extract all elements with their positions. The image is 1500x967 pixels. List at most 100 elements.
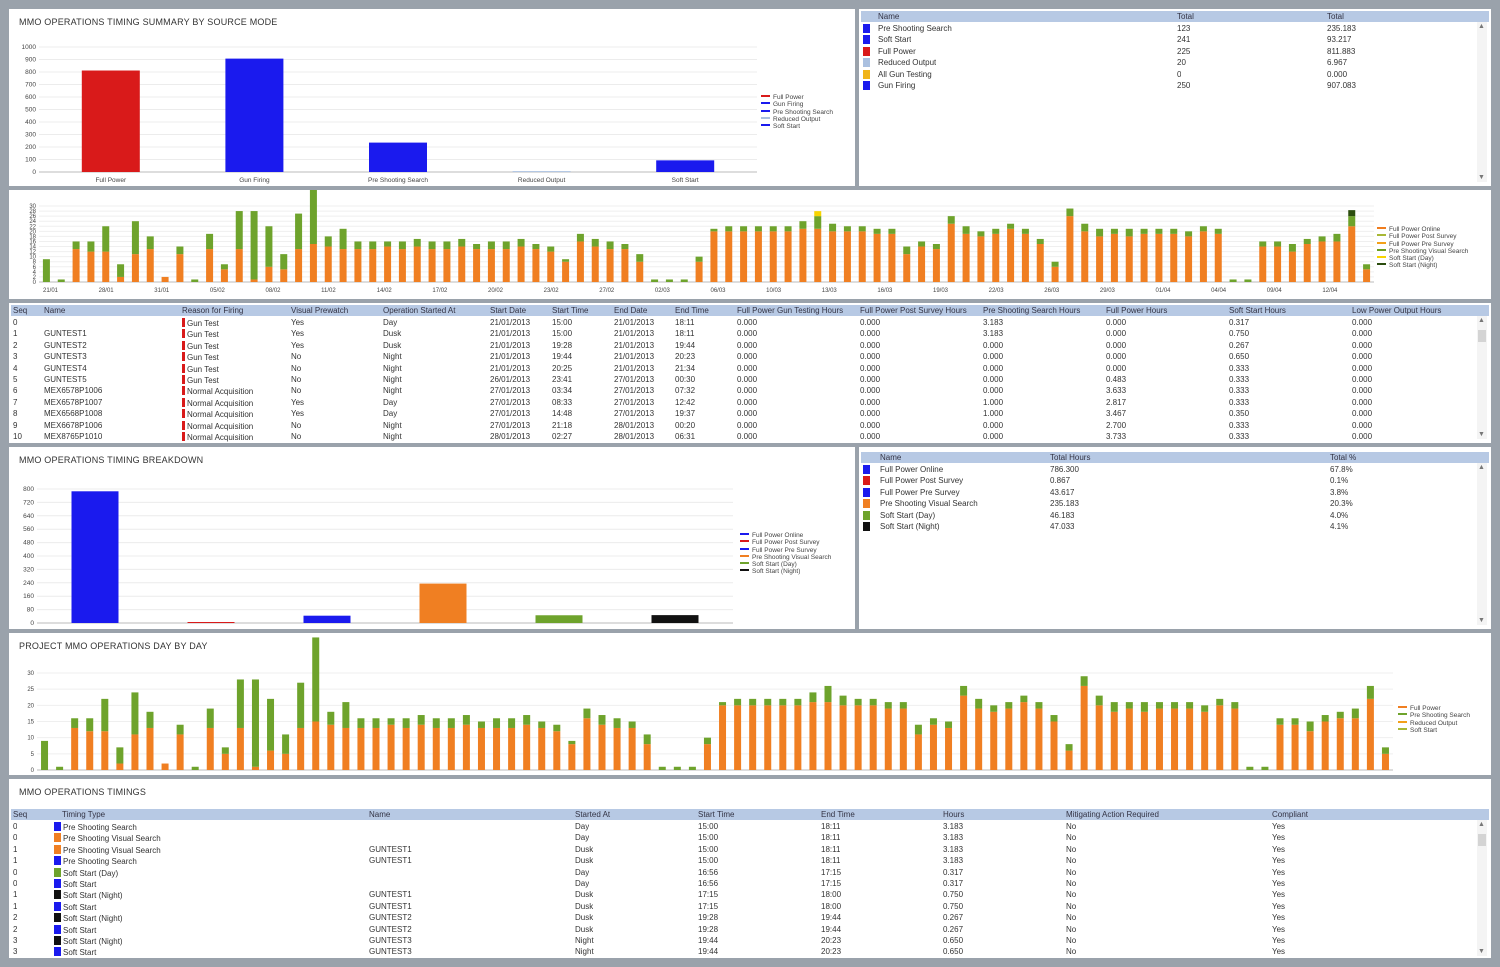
table-row[interactable]: Full Power 225 811.883	[861, 46, 1475, 57]
table-row[interactable]: 1 GUNTEST1 Gun Test Yes Dusk 21/01/2013 15:00 2…	[11, 328, 1475, 339]
col-total-header[interactable]: Total	[1327, 12, 1344, 21]
table-row[interactable]: 6 MEX6578P1006 Normal Acquisition No Night 27…	[11, 385, 1475, 396]
column-header[interactable]: Start Time	[698, 810, 735, 819]
column-header[interactable]: Full Power Hours	[1106, 306, 1168, 315]
table-row[interactable]: Gun Firing 250 907.083	[861, 80, 1475, 91]
table-row[interactable]: 0 Pre Shooting Search Day 15:00 18:11 3.183 No…	[11, 821, 1475, 832]
table-row[interactable]: Full Power Pre Survey 43.617 3.8%	[861, 487, 1475, 498]
column-header[interactable]: End Time	[821, 810, 855, 819]
table-row[interactable]: 2 Soft Start (Night) GUNTEST2 Dusk 19:28 19:4…	[11, 912, 1475, 923]
legend-item[interactable]: Gun Firing	[761, 101, 833, 108]
table-row[interactable]: 0 Pre Shooting Visual Search Day 15:00 18:11…	[11, 832, 1475, 843]
column-header[interactable]: Full Power Post Survey Hours	[860, 306, 967, 315]
table-row[interactable]: 7 MEX6578P1007 Normal Acquisition Yes Day 27/…	[11, 397, 1475, 408]
table-row[interactable]: 3 GUNTEST3 Gun Test No Night 21/01/2013 19:44 2…	[11, 351, 1475, 362]
scroll-up-icon[interactable]: ▲	[1478, 464, 1485, 471]
scroll-thumb[interactable]	[1478, 834, 1486, 846]
legend-item[interactable]: Full Power	[761, 94, 833, 101]
table-row[interactable]: Full Power Post Survey 0.867 0.1%	[861, 475, 1475, 486]
table-row[interactable]: Pre Shooting Search 123 235.183	[861, 23, 1475, 34]
col-count-header[interactable]: Total	[1177, 12, 1194, 21]
table-row[interactable]: 3 Soft Start (Night) GUNTEST3 Night 19:44 20:…	[11, 935, 1475, 946]
legend-item[interactable]: Soft Start (Night)	[1377, 262, 1468, 269]
table-row[interactable]: 1 Pre Shooting Search GUNTEST1 Dusk 15:00 18:…	[11, 855, 1475, 866]
breakdown-totals-scrollbar[interactable]: ▲ ▼	[1477, 463, 1487, 625]
column-header[interactable]: Start Time	[552, 306, 589, 315]
legend-item[interactable]: Soft Start	[1398, 727, 1470, 734]
column-header[interactable]: Reason for Firing	[182, 306, 244, 315]
scroll-up-icon[interactable]: ▲	[1478, 317, 1485, 324]
scroll-down-icon[interactable]: ▼	[1478, 948, 1485, 955]
table-row[interactable]: 10 MEX8765P1010 Normal Acquisition No Night 2…	[11, 431, 1475, 442]
table-row[interactable]: 2 Soft Start GUNTEST2 Dusk 19:28 19:44 0.267 No…	[11, 924, 1475, 935]
column-header[interactable]: Timing Type	[62, 810, 106, 819]
col-name-header[interactable]: Name	[880, 453, 902, 462]
column-header[interactable]: Pre Shooting Search Hours	[983, 306, 1081, 315]
legend-item[interactable]: Pre Shooting Visual Search	[1377, 248, 1468, 255]
scroll-down-icon[interactable]: ▼	[1478, 431, 1485, 438]
column-header[interactable]: End Time	[675, 306, 709, 315]
legend-item[interactable]: Full Power Pre Survey	[740, 547, 831, 554]
column-header[interactable]: Start Date	[490, 306, 527, 315]
table-row[interactable]: Soft Start (Night) 47.033 4.1%	[861, 521, 1475, 532]
table-row[interactable]: Pre Shooting Visual Search 235.183 20.3%	[861, 498, 1475, 509]
table-row[interactable]: 8 MEX6568P1008 Normal Acquisition Yes Day 27/…	[11, 408, 1475, 419]
table-row[interactable]: 0 Soft Start Day 16:56 17:15 0.317 No Yes	[11, 878, 1475, 889]
legend-item[interactable]: Reduced Output	[1398, 720, 1470, 727]
legend-item[interactable]: Full Power Online	[1377, 226, 1468, 233]
table-row[interactable]: 9 MEX6678P1006 Normal Acquisition No Night 27…	[11, 420, 1475, 431]
column-header[interactable]: Name	[44, 306, 66, 315]
table-row[interactable]: 2 GUNTEST2 Gun Test Yes Dusk 21/01/2013 19:28 2…	[11, 340, 1475, 351]
table-row[interactable]: Soft Start (Day) 46.183 4.0%	[861, 510, 1475, 521]
table-row[interactable]: 1 Soft Start GUNTEST1 Dusk 17:15 18:00 0.750 No…	[11, 901, 1475, 912]
column-header[interactable]: Seq	[13, 306, 28, 315]
column-header[interactable]: End Date	[614, 306, 648, 315]
operations-scrollbar[interactable]: ▲ ▼	[1477, 316, 1487, 439]
table-row[interactable]: All Gun Testing 0 0.000	[861, 69, 1475, 80]
column-header[interactable]: Name	[369, 810, 391, 819]
legend-item[interactable]: Pre Shooting Search	[1398, 712, 1470, 719]
column-header[interactable]: Compliant	[1272, 810, 1309, 819]
legend-item[interactable]: Pre Shooting Visual Search	[740, 554, 831, 561]
legend-item[interactable]: Full Power Post Survey	[1377, 233, 1468, 240]
col-name-header[interactable]: Name	[878, 12, 900, 21]
legend-item[interactable]: Full Power	[1398, 705, 1470, 712]
table-row[interactable]: 1 Pre Shooting Visual Search GUNTEST1 Dusk 1…	[11, 844, 1475, 855]
scroll-thumb[interactable]	[1478, 330, 1486, 342]
scroll-down-icon[interactable]: ▼	[1478, 617, 1485, 624]
legend-item[interactable]: Soft Start (Night)	[740, 568, 831, 575]
col-hours-header[interactable]: Total Hours	[1050, 453, 1091, 462]
col-pct-header[interactable]: Total %	[1330, 453, 1357, 462]
legend-item[interactable]: Soft Start	[761, 123, 833, 130]
scroll-down-icon[interactable]: ▼	[1478, 174, 1485, 181]
table-row[interactable]: Reduced Output 20 6.967	[861, 57, 1475, 68]
timings-scrollbar[interactable]: ▲ ▼	[1477, 820, 1487, 956]
column-header[interactable]: Hours	[943, 810, 965, 819]
legend-item[interactable]: Soft Start (Day)	[740, 561, 831, 568]
table-row[interactable]: 0 Soft Start (Day) Day 16:56 17:15 0.317 No Yes	[11, 867, 1475, 878]
legend-item[interactable]: Full Power Online	[740, 532, 831, 539]
table-row[interactable]: 4 GUNTEST4 Gun Test No Night 21/01/2013 20:25 2…	[11, 363, 1475, 374]
column-header[interactable]: Full Power Gun Testing Hours	[737, 306, 844, 315]
table-row[interactable]: 5 GUNTEST5 Gun Test No Night 26/01/2013 23:41 2…	[11, 374, 1475, 385]
legend-item[interactable]: Full Power Post Survey	[740, 539, 831, 546]
table-row[interactable]: 0 Gun Test Yes Day 21/01/2013 15:00 21/01/2013…	[11, 317, 1475, 328]
scroll-up-icon[interactable]: ▲	[1478, 23, 1485, 30]
column-header[interactable]: Mitigating Action Required	[1066, 810, 1159, 819]
legend-item[interactable]: Reduced Output	[761, 116, 833, 123]
column-header[interactable]: Low Power Output Hours	[1352, 306, 1442, 315]
scroll-up-icon[interactable]: ▲	[1478, 821, 1485, 828]
table-row[interactable]: 3 Soft Start GUNTEST3 Night 19:44 20:23 0.650 N…	[11, 946, 1475, 957]
column-header[interactable]: Started At	[575, 810, 611, 819]
table-row[interactable]: Soft Start 241 93.217	[861, 34, 1475, 45]
column-header[interactable]: Operation Started At	[383, 306, 456, 315]
column-header[interactable]: Soft Start Hours	[1229, 306, 1286, 315]
legend-item[interactable]: Full Power Pre Survey	[1377, 241, 1468, 248]
column-header[interactable]: Visual Prewatch	[291, 306, 349, 315]
legend-item[interactable]: Pre Shooting Search	[761, 109, 833, 116]
legend-item[interactable]: Soft Start (Day)	[1377, 255, 1468, 262]
table-row[interactable]: 1 Soft Start (Night) GUNTEST1 Dusk 17:15 18:0…	[11, 889, 1475, 900]
column-header[interactable]: Seq	[13, 810, 28, 819]
table-row[interactable]: Full Power Online 786.300 67.8%	[861, 464, 1475, 475]
source-totals-scrollbar[interactable]: ▲ ▼	[1477, 22, 1487, 182]
